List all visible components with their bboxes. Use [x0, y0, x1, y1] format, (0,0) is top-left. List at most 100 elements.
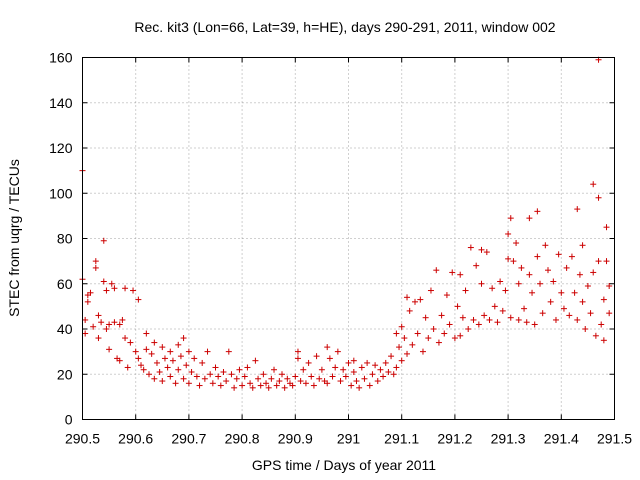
- data-point: [82, 316, 89, 323]
- data-point: [92, 264, 99, 271]
- data-point: [515, 316, 522, 323]
- data-point: [292, 373, 299, 380]
- data-point: [313, 353, 320, 360]
- data-point: [526, 271, 533, 278]
- data-point: [255, 375, 262, 382]
- data-point: [406, 307, 413, 314]
- data-point: [161, 355, 168, 362]
- data-point: [600, 337, 607, 344]
- data-point: [587, 310, 594, 317]
- data-point: [571, 289, 578, 296]
- data-point: [342, 373, 349, 380]
- data-point: [473, 262, 480, 269]
- data-point: [521, 305, 528, 312]
- data-point: [294, 355, 301, 362]
- data-point: [185, 380, 192, 387]
- data-point: [82, 330, 89, 337]
- data-point: [595, 258, 602, 265]
- y-tick-label: 60: [57, 276, 73, 292]
- data-point: [199, 359, 206, 366]
- y-tick-label: 100: [49, 185, 73, 201]
- data-point: [334, 348, 341, 355]
- y-tick-label: 160: [49, 50, 73, 66]
- x-tick-label: 290.9: [278, 431, 313, 447]
- data-point: [441, 330, 448, 337]
- data-point: [422, 314, 429, 321]
- data-point: [156, 368, 163, 375]
- data-point: [239, 382, 246, 389]
- data-point: [177, 353, 184, 360]
- data-point: [505, 230, 512, 237]
- data-point: [574, 206, 581, 213]
- data-point: [574, 316, 581, 323]
- data-point: [510, 258, 517, 265]
- data-point: [124, 364, 131, 371]
- data-point: [475, 321, 482, 328]
- data-point: [95, 335, 102, 342]
- data-point: [369, 371, 376, 378]
- data-point: [119, 316, 126, 323]
- data-point: [507, 314, 514, 321]
- data-point: [382, 359, 389, 366]
- data-point: [552, 316, 559, 323]
- y-tick-label: 80: [57, 231, 73, 247]
- data-point: [169, 357, 176, 364]
- data-point: [244, 364, 251, 371]
- data-point: [462, 287, 469, 294]
- data-point: [217, 382, 224, 389]
- data-point: [438, 312, 445, 319]
- data-point: [316, 375, 323, 382]
- data-point: [494, 319, 501, 326]
- data-point: [132, 348, 139, 355]
- data-point: [545, 267, 551, 274]
- data-point: [515, 280, 522, 287]
- data-point: [372, 362, 379, 369]
- data-point: [231, 384, 238, 391]
- data-point: [358, 364, 365, 371]
- data-point: [398, 357, 405, 364]
- y-tick-label: 20: [57, 366, 73, 382]
- data-point: [603, 258, 610, 265]
- data-point: [305, 359, 312, 366]
- y-tick-label: 0: [65, 412, 73, 428]
- data-point: [412, 298, 418, 305]
- data-point: [560, 305, 567, 312]
- data-point: [209, 380, 216, 387]
- data-point: [249, 384, 256, 391]
- data-point: [393, 330, 400, 337]
- data-point: [393, 364, 400, 371]
- data-point: [409, 341, 416, 348]
- x-tick-label: 290.7: [171, 431, 206, 447]
- data-point: [518, 264, 525, 271]
- data-point: [294, 348, 301, 355]
- data-point: [300, 366, 307, 373]
- data-point: [324, 344, 331, 351]
- data-point: [542, 242, 549, 249]
- data-point: [159, 378, 166, 385]
- data-point: [459, 314, 466, 321]
- data-point: [84, 298, 91, 305]
- data-point: [404, 350, 411, 357]
- data-point: [598, 321, 605, 328]
- data-point: [582, 326, 589, 332]
- data-point: [361, 375, 368, 382]
- data-point: [233, 375, 240, 382]
- data-point: [537, 280, 544, 287]
- data-point: [446, 321, 453, 328]
- data-point: [122, 285, 129, 292]
- data-point: [467, 244, 474, 251]
- data-point: [592, 332, 599, 339]
- data-point: [130, 287, 137, 294]
- data-point: [310, 382, 317, 389]
- data-point: [220, 368, 227, 375]
- data-point: [98, 319, 105, 326]
- y-tick-label: 120: [49, 140, 73, 156]
- y-axis-label: STEC from uqrg / TECUs: [6, 159, 22, 317]
- tick-layer: 290.5 290.6 290.7 290.8 290.9 291 291.1 291.2 29…: [49, 50, 632, 447]
- data-point: [539, 310, 546, 317]
- chart-title: Rec. kit3 (Lon=66, Lat=39, h=HE), days 2…: [134, 19, 555, 35]
- data-point: [430, 326, 437, 332]
- data-point: [576, 271, 583, 278]
- data-point: [534, 253, 541, 260]
